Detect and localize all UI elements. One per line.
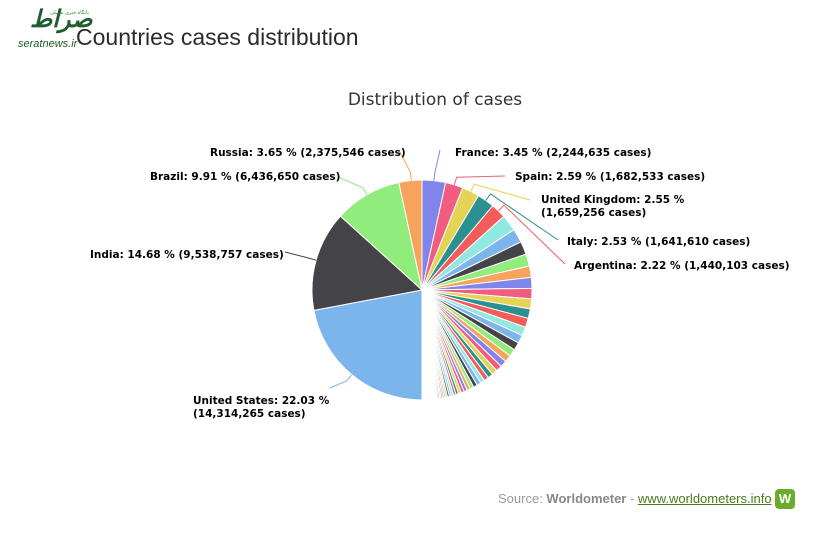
source-name: Worldometer [546,491,627,506]
label-france: France: 3.45 % (2,244,635 cases) [455,147,651,159]
connector-spain [453,175,506,186]
connector-italy [485,193,559,241]
label-connectors [284,149,566,389]
label-united-states: United States: 22.03 % [193,395,330,407]
connector-india [284,251,317,261]
connector-brazil [337,176,368,195]
label-united-kingdom: United Kingdom: 2.55 % [541,194,685,206]
label-india: India: 14.68 % (9,538,757 cases) [90,249,284,261]
slice-labels: United States: 22.03 %(14,314,265 cases)… [90,147,790,420]
label-italy: Italy: 2.53 % (1,641,610 cases) [567,236,750,248]
label-spain: Spain: 2.59 % (1,682,533 cases) [515,171,705,183]
connector-argentina [498,204,566,265]
connector-united-kingdom [470,183,531,201]
connector-united-states [329,374,353,389]
label-brazil: Brazil: 9.91 % (6,436,650 cases) [150,171,340,183]
page-title: Countries cases distribution [76,24,359,50]
chart-title: Distribution of cases [348,90,522,110]
source-separator: - [626,491,638,506]
label-argentina: Argentina: 2.22 % (1,440,103 cases) [574,260,790,272]
pie-chart: Distribution of cases United States: 22.… [90,90,790,420]
label-united-kingdom: (1,659,256 cases) [541,207,646,219]
slice-india[interactable] [311,215,424,311]
watermark-url: seratnews.ir [18,38,78,50]
seratnews-watermark: صراط پایگاه خبری تحلیلی seratnews.ir [14,4,96,50]
worldometer-logo: W [775,489,795,509]
connector-france [433,149,441,181]
label-russia: Russia: 3.65 % (2,375,546 cases) [210,147,406,159]
source-prefix: Source: [498,491,547,506]
watermark-tagline: پایگاه خبری تحلیلی [50,10,89,16]
slice-united-states[interactable] [313,289,423,401]
label-united-states: (14,314,265 cases) [193,408,306,420]
pie-slices [311,179,533,401]
source-credit: Source: Worldometer - www.worldometers.i… [498,491,772,506]
source-link[interactable]: www.worldometers.info [637,491,772,506]
watermark-logo-text: صراط [30,4,93,33]
connector-russia [399,151,412,181]
